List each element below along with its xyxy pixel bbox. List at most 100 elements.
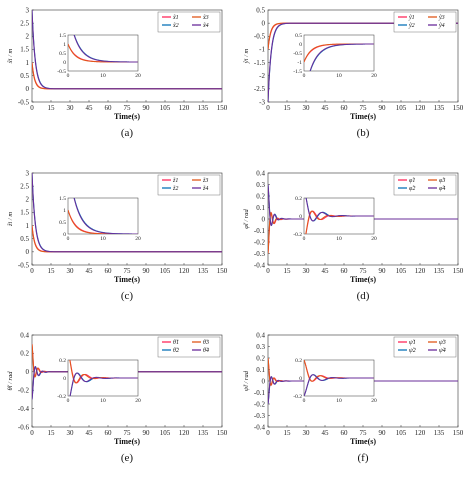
y-tick-label: -0.3 xyxy=(254,412,266,420)
series-line xyxy=(32,173,222,253)
x-tick-label: 60 xyxy=(341,429,349,437)
y-tick-label: 1.5 xyxy=(20,46,29,54)
x-tick-label: 75 xyxy=(124,267,132,275)
y-tick-label: 0.4 xyxy=(256,331,265,339)
x-tick-label: 120 xyxy=(415,267,426,275)
inset-series-line xyxy=(73,35,138,63)
inset-y-tick-label: 1 xyxy=(63,208,66,214)
inset-x-tick-label: 10 xyxy=(336,73,342,79)
legend-entry: z̃1 xyxy=(172,178,178,184)
y-tick-label: -0.2 xyxy=(254,238,266,246)
x-tick-label: 90 xyxy=(143,104,151,112)
chart-panel-3: 0 15 30 45 60 75 90 105 120 135 150-0.500.511.522.… xyxy=(7,169,228,302)
x-tick-label: 0 xyxy=(30,104,34,112)
chart-panel-4: 0 15 30 45 60 75 90 105 120 135 150 -0.4 -0.3 -0.2 -0.… xyxy=(243,169,464,302)
x-tick-label: 90 xyxy=(143,429,151,437)
inset-panel: 0 10 20-0.500.511.5 xyxy=(57,33,141,79)
inset-frame xyxy=(67,34,139,72)
x-tick-label: 150 xyxy=(453,267,464,275)
y-tick-label: 1 xyxy=(26,59,30,67)
y-tick-label: 1.5 xyxy=(20,209,29,217)
x-tick-label: 120 xyxy=(179,104,190,112)
inset-x-tick-label: 20 xyxy=(371,398,377,404)
inset-series-line xyxy=(304,374,374,396)
chart-panel-2: 0 15 30 45 60 75 90 105 120 135 150 -3 -2.5 -2 -1.5 -1 -… xyxy=(243,6,464,139)
legend-box xyxy=(157,174,221,196)
x-tick-label: 90 xyxy=(379,104,387,112)
inset-y-tick-label: 0 xyxy=(63,60,66,66)
x-tick-label: 105 xyxy=(160,267,171,275)
y-tick-label: -0.4 xyxy=(254,261,266,269)
x-axis-label: Time(s) xyxy=(350,437,376,446)
y-tick-label: 0.4 xyxy=(20,331,29,339)
x-tick-label: 30 xyxy=(303,429,311,437)
x-tick-label: 90 xyxy=(379,429,387,437)
inset-y-tick-label: 0.5 xyxy=(295,33,302,39)
panel-label: (b) xyxy=(357,127,370,139)
x-tick-label: 0 xyxy=(266,429,270,437)
inset-y-tick-label: -1 xyxy=(297,60,302,66)
chart-panel-5: 0 15 30 45 60 75 90 105 120 135 150-0.6-0.4-0.200.… xyxy=(7,331,228,464)
legend-entry: ψ̃3 xyxy=(439,340,446,346)
x-tick-label: 15 xyxy=(48,429,56,437)
inset-y-tick-label: 0.2 xyxy=(295,196,302,202)
inset-x-tick-label: 10 xyxy=(100,398,106,404)
legend-entry: φ̃2 xyxy=(409,186,415,192)
inset-x-tick-label: 20 xyxy=(135,236,141,242)
inset-y-tick-label: -0.2 xyxy=(293,394,302,400)
y-tick-label: 0.1 xyxy=(256,204,265,212)
x-tick-label: 45 xyxy=(86,429,94,437)
x-axis-label: Time(s) xyxy=(114,275,140,284)
y-tick-label: -2.5 xyxy=(254,85,266,93)
inset-x-tick-label: 0 xyxy=(67,398,70,404)
x-tick-label: 15 xyxy=(284,104,292,112)
x-axis-label: Time(s) xyxy=(114,437,140,446)
inset-y-tick-label: 0.2 xyxy=(295,358,302,364)
panel-label: (f) xyxy=(358,452,369,464)
x-tick-label: 75 xyxy=(360,429,368,437)
x-tick-label: 150 xyxy=(217,104,228,112)
y-tick-label: 0 xyxy=(26,248,30,256)
inset-x-tick-label: 10 xyxy=(336,398,342,404)
x-tick-label: 135 xyxy=(434,429,445,437)
inset-y-tick-label: 1 xyxy=(63,42,66,48)
y-tick-label: 0 xyxy=(262,377,266,385)
y-tick-label: 0.5 xyxy=(256,6,265,14)
panel-label: (d) xyxy=(357,290,370,302)
inset-panel: 0 10 20 -1.5 -1 -0.5 0 0.5 xyxy=(293,33,377,79)
inset-series-line xyxy=(73,198,138,234)
y-tick-label: -0.5 xyxy=(18,98,30,106)
y-tick-label: -1 xyxy=(259,46,265,54)
legend-entry: x̃3 xyxy=(202,15,209,21)
inset-y-tick-label: 0 xyxy=(299,42,302,48)
y-tick-label: 0.3 xyxy=(256,343,265,351)
inset-x-tick-label: 0 xyxy=(67,73,70,79)
inset-series-line xyxy=(309,43,374,71)
y-tick-label: -0.4 xyxy=(18,405,30,413)
inset-y-tick-label: -0.2 xyxy=(57,394,66,400)
inset-y-tick-label: -0.5 xyxy=(293,51,302,57)
legend-entry: φ̃4 xyxy=(439,185,445,192)
x-tick-label: 0 xyxy=(30,267,34,275)
y-tick-label: -0.5 xyxy=(254,33,266,41)
inset-x-tick-label: 0 xyxy=(303,73,306,79)
inset-y-tick-label: 0 xyxy=(299,376,302,382)
inset-x-tick-label: 10 xyxy=(100,236,106,242)
y-tick-label: 0 xyxy=(26,85,30,93)
x-tick-label: 15 xyxy=(48,267,56,275)
inset-y-tick-label: -0.2 xyxy=(293,232,302,238)
x-tick-label: 60 xyxy=(341,267,349,275)
x-tick-label: 60 xyxy=(341,104,349,112)
x-tick-label: 15 xyxy=(48,104,56,112)
inset-x-tick-label: 0 xyxy=(67,236,70,242)
x-tick-label: 30 xyxy=(67,267,75,275)
legend-entry: ỹ2 xyxy=(408,22,415,29)
x-tick-label: 75 xyxy=(360,104,368,112)
inset-panel: 0 10 20-0.200.2 xyxy=(57,358,141,404)
x-tick-label: 45 xyxy=(86,267,94,275)
y-tick-label: -0.3 xyxy=(254,250,266,258)
x-tick-label: 120 xyxy=(415,104,426,112)
x-axis-label: Time(s) xyxy=(350,112,376,121)
y-axis-label: φ̃i / rad xyxy=(243,209,250,229)
x-tick-label: 30 xyxy=(67,429,75,437)
